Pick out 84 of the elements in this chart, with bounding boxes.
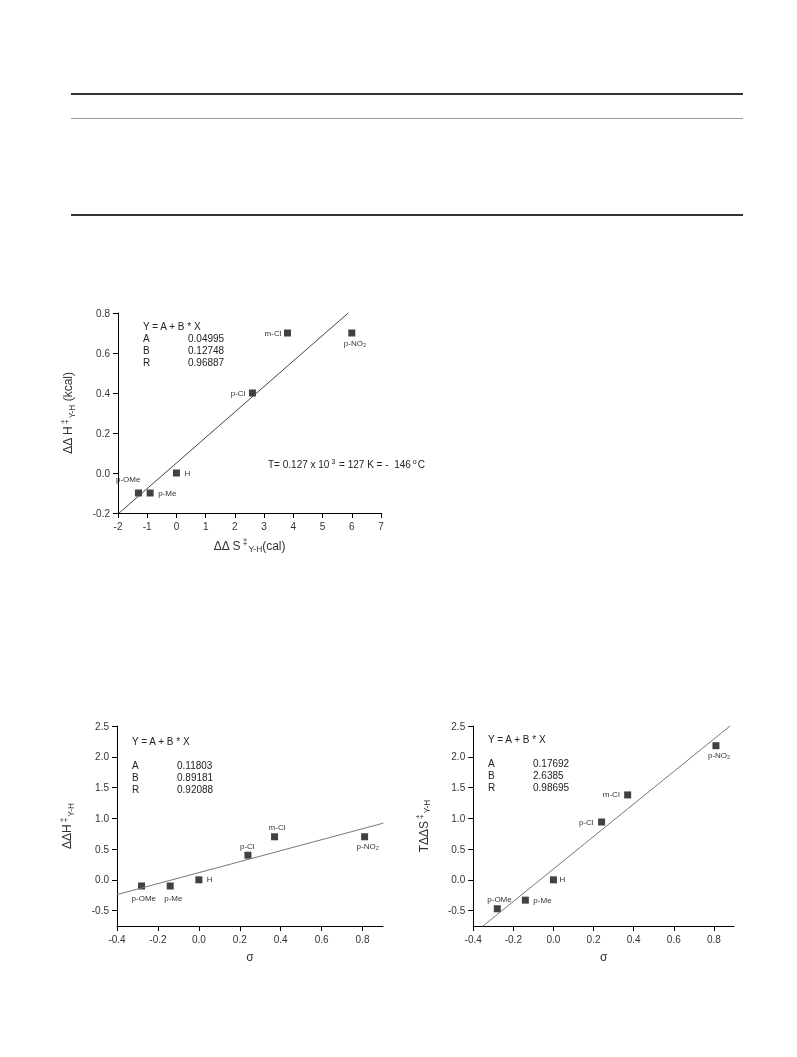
y-axis-title: ΔΔ H‡Y-H (kcal) [59,371,77,454]
text: Y = A + B * X A 0.11803 B 0.89181 R 0.92088 [132,735,214,795]
text: Y = A + B * X A 0.17692 B 2.6385 R 0.98695 [488,733,570,793]
annotation: p-NO₂ [343,338,366,348]
annotation: p-Me [158,488,177,498]
x-tick-label: 0.8 [355,933,370,945]
y-tick-label: 0.0 [451,874,466,886]
annotation: p-Me [164,893,183,903]
x-tick-label: 0.2 [232,933,248,945]
x-tick-label: 6 [349,520,355,532]
point [244,851,252,859]
x-tick-label: 0 [173,520,180,532]
point [549,876,557,884]
y-tick-label: 2.5 [451,720,466,732]
x-tick-label: 0.8 [706,933,722,945]
x-tick-label: 7 [378,520,385,532]
y-tick-label: 0.5 [451,843,466,855]
annotation: p-OMe [131,893,157,903]
y-axis-title: TΔΔS‡Y-H [415,799,433,853]
y-tick-label: -0.5 [91,905,110,917]
y-tick-label: 0.0 [96,467,111,479]
point [172,469,180,477]
point [271,833,279,841]
x-tick-label: 0.4 [626,933,642,945]
y-tick-label: 1.5 [451,782,466,794]
x-tick-label: 0.6 [314,933,329,945]
x-tick-label: -0.2 [504,933,523,945]
x-axis-title: σ [246,950,255,964]
y-tick-label: 0.2 [96,427,111,439]
point [493,905,501,913]
y-tick-label: 0.5 [95,843,110,855]
x-tick-label: 0.0 [546,933,561,945]
x-tick-label: 4 [290,520,297,532]
x-tick-label: -2 [113,520,123,532]
x-axis-title: σ [599,950,608,964]
point [146,489,154,497]
x-tick-label: -0.4 [108,933,127,945]
y-tick-label: 0.8 [96,307,111,319]
y-tick-label: 0.6 [96,347,111,359]
y-tick-label: 1.0 [451,812,466,824]
point [521,896,529,904]
x-tick-label: 0.0 [191,933,207,945]
y-tick-label: 2.0 [451,751,466,763]
y-tick-label: 2.0 [95,751,110,763]
point [166,882,174,890]
annotation: p-OMe [487,895,513,905]
annotation: p-NO₂ [707,751,731,761]
annotation: p-Cl [578,817,594,827]
y-tick-label: -0.5 [447,905,466,917]
x-tick-label: 0.4 [273,933,289,945]
x-tick-label: 5 [319,520,326,532]
y-tick-label: 2.5 [95,720,110,732]
point [195,876,203,884]
annotation: m-Cl [264,328,282,338]
point [348,329,356,337]
x-tick-label: 1 [202,520,209,532]
point [283,329,291,337]
y-tick-label: 0.0 [95,874,110,886]
x-tick-label: -1 [142,520,153,532]
point [361,833,369,841]
point [598,818,606,826]
annotation: H [184,468,191,478]
x-tick-label: -0.2 [149,933,167,945]
x-tick-label: 0.6 [666,933,682,945]
annotation: m-Cl [602,790,620,800]
annotation: p-Cl [239,841,255,851]
annotation: p-NO₂ [356,842,379,852]
x-tick-label: 0.2 [586,933,601,945]
annotation: H [559,875,566,885]
y-axis-title: ΔΔH‡Y-H [58,802,76,850]
y-tick-label: 1.5 [95,782,110,794]
text: Y = A + B * X A 0.04995 B 0.12748 R 0.96887 [143,320,225,368]
x-tick-label: -0.4 [464,933,483,945]
x-tick-label: 3 [261,520,268,532]
annotation: p-Cl [230,388,246,398]
point [624,791,632,799]
annotation: p-Me [533,895,553,905]
y-tick-label: 0.4 [96,387,111,399]
annotation: H [206,875,213,885]
x-tick-label: 2 [232,520,239,532]
y-tick-label: 1.0 [95,812,110,824]
point [712,742,720,750]
annotation: m-Cl [268,823,286,833]
y-tick-label: -0.2 [92,507,111,519]
